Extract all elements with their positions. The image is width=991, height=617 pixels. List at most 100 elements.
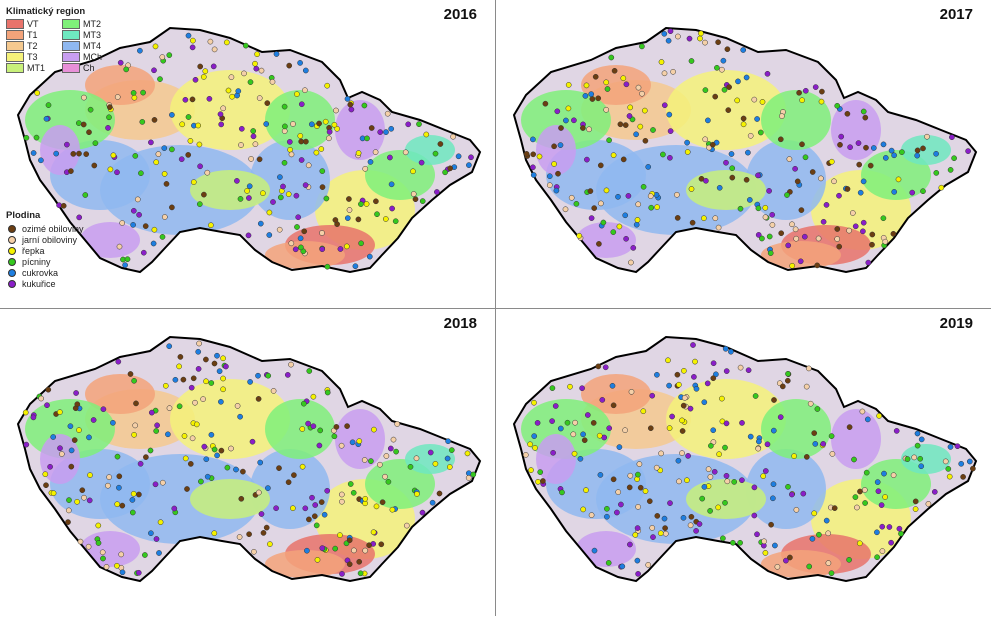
crop-point [366, 253, 373, 260]
crop-point [91, 162, 98, 169]
climate-region-mch [536, 125, 576, 175]
crop-point [200, 74, 207, 80]
crop-point [836, 243, 843, 250]
crop-point [286, 62, 293, 69]
crop-point [233, 466, 239, 473]
crop-point [603, 79, 610, 86]
crop-point [627, 472, 634, 479]
crop-point [234, 178, 240, 184]
crop-point [277, 174, 283, 180]
crop-point [445, 438, 451, 445]
crop-point [531, 399, 537, 406]
crop-point [131, 377, 137, 384]
crop-point [179, 121, 186, 128]
crop-point [196, 201, 203, 207]
crop-point [662, 530, 669, 537]
crop-point [834, 102, 841, 109]
crop-point [38, 157, 44, 164]
crop-point [752, 393, 759, 399]
crop-point [869, 241, 875, 248]
crop-point [591, 547, 598, 554]
crop-point [865, 259, 872, 266]
crop-point [448, 447, 455, 453]
crop-point [203, 356, 209, 363]
crop-point [879, 523, 886, 530]
crop-point [161, 214, 168, 220]
crop-point [137, 460, 144, 467]
crop-point [436, 490, 443, 497]
climate-region-mt1 [190, 479, 270, 519]
crop-point [637, 123, 644, 130]
crop-point [747, 132, 754, 139]
crop-point [698, 30, 704, 37]
crop-point [379, 499, 386, 506]
crop-point [589, 96, 596, 102]
crop-point [285, 479, 292, 486]
crop-point [131, 431, 137, 438]
region-legend-items: VT MT2 T1 MT3 T2 MT4 T3 MCh MT1 Ch [6, 19, 118, 73]
crop-point [246, 183, 253, 190]
crop-point [789, 221, 795, 228]
crop-point [751, 96, 758, 103]
crop-point [74, 401, 81, 408]
crop-point [207, 38, 214, 45]
crop-point [828, 158, 835, 165]
crop-point [429, 499, 436, 506]
crop-point [92, 140, 99, 147]
crop-point [914, 442, 921, 449]
crop-point [295, 214, 302, 221]
crop-point [255, 372, 261, 379]
crop-point [886, 524, 893, 530]
crop-point [100, 406, 107, 413]
crop-point [83, 151, 90, 157]
crop-point [42, 471, 49, 478]
crop-point [148, 409, 155, 416]
crop-point [407, 463, 414, 470]
crop-point [300, 400, 307, 407]
crop-point [253, 65, 260, 72]
crop-point [176, 363, 182, 370]
crop-point [281, 128, 288, 134]
crop-point [87, 472, 93, 478]
crop-point [297, 60, 303, 66]
crop-point [689, 219, 696, 226]
crop-point [258, 511, 265, 517]
crop-point [667, 154, 673, 161]
crop-point [811, 510, 818, 517]
crop-point [739, 477, 745, 484]
crop-point [680, 402, 687, 409]
crop-point [580, 506, 587, 513]
crop-point [701, 399, 708, 406]
crop-point [241, 70, 247, 77]
crop-point [662, 525, 668, 531]
crop-point [270, 199, 276, 205]
crop-point [681, 367, 687, 374]
crop-point [189, 44, 196, 51]
crop-point [161, 171, 168, 177]
crop-point [588, 512, 595, 518]
crop-point [882, 155, 889, 161]
crop-point [124, 256, 131, 263]
crop-point [823, 202, 830, 208]
crop-point [596, 432, 603, 439]
crop-point [577, 455, 584, 462]
crop-point [573, 200, 580, 207]
crop-point [724, 46, 731, 53]
crop-point [797, 258, 804, 265]
crop-point [319, 230, 325, 236]
crop-point [714, 64, 720, 71]
crop-point [468, 154, 474, 161]
crop-point [645, 164, 652, 170]
crop-point [825, 530, 832, 537]
crop-point [185, 152, 192, 158]
crop-point [532, 445, 538, 451]
crop-point [332, 217, 339, 223]
crop-point [337, 532, 343, 538]
crop-point [630, 245, 637, 251]
crop-point [546, 173, 553, 180]
crop-label: jarní obiloviny [22, 234, 78, 245]
crop-point [619, 563, 626, 570]
crop-point [828, 433, 835, 439]
crop-point [562, 206, 569, 213]
crop-point [265, 485, 271, 491]
